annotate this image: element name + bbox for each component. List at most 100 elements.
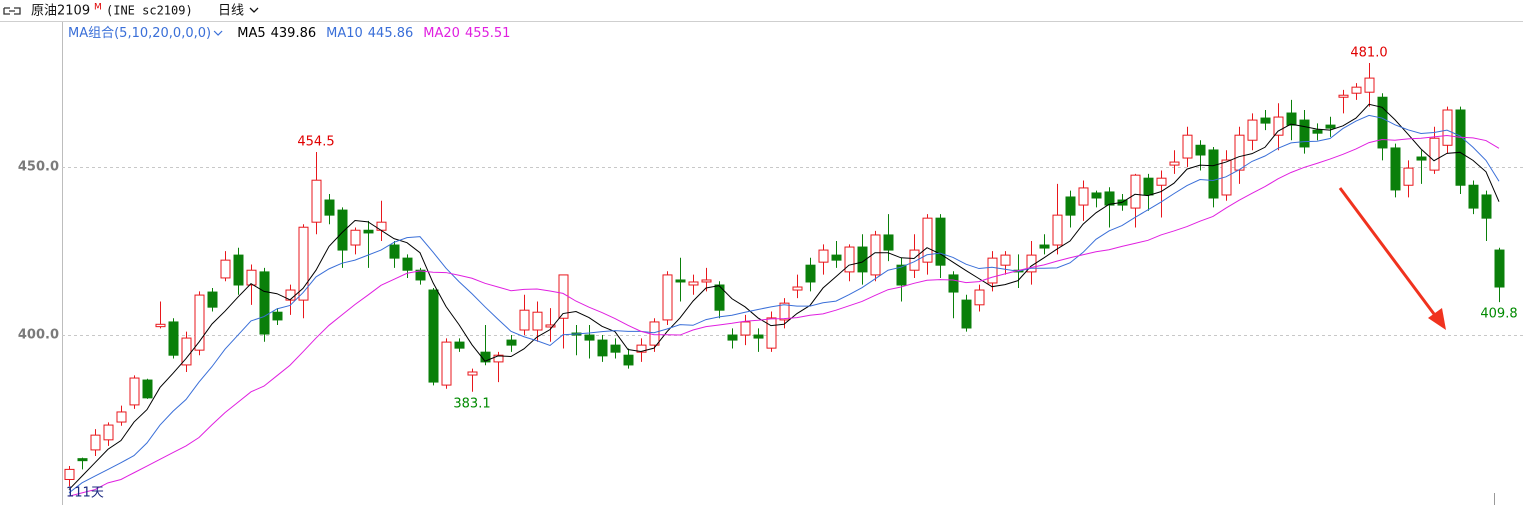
candle-body xyxy=(129,377,140,406)
candle-body xyxy=(519,309,530,331)
candle-body xyxy=(714,284,725,311)
candle-body xyxy=(753,334,764,339)
candle-body xyxy=(103,424,114,441)
candle-body xyxy=(1364,77,1375,93)
candle-body xyxy=(155,323,166,328)
candle-body xyxy=(454,341,465,349)
candle-body xyxy=(350,229,361,246)
ma-line xyxy=(68,114,1500,494)
candle-body xyxy=(428,289,439,383)
candle-body xyxy=(1312,129,1323,134)
link-icon[interactable] xyxy=(3,7,21,15)
candle-body xyxy=(116,411,127,423)
candle-body xyxy=(467,371,478,376)
candle-body xyxy=(987,257,998,284)
candle-body xyxy=(1130,174,1141,209)
candle-body xyxy=(220,259,231,279)
extreme-label: 409.8 xyxy=(1480,307,1517,322)
candle-body xyxy=(662,274,673,321)
candle-body xyxy=(532,311,543,331)
candle-body xyxy=(844,246,855,273)
extreme-label: 383.1 xyxy=(453,396,490,411)
candle-body xyxy=(896,264,907,286)
candle-body xyxy=(233,254,244,286)
candle-body xyxy=(1468,184,1479,209)
candle-body xyxy=(961,299,972,329)
extreme-label: 454.5 xyxy=(297,134,334,149)
range-label: 111天 xyxy=(66,486,104,501)
candle-body xyxy=(77,458,88,462)
candle-body xyxy=(1273,116,1284,136)
candle-body xyxy=(1195,144,1206,156)
candle-body xyxy=(1208,149,1219,199)
legend-name: MA5 xyxy=(237,26,265,41)
y-tick-label: 400.0 xyxy=(18,328,59,343)
candle-body xyxy=(727,334,738,341)
candle-body xyxy=(1429,137,1440,171)
candle-body xyxy=(1169,161,1180,166)
candle-body xyxy=(246,269,257,286)
candle-body xyxy=(142,379,153,399)
candle-body xyxy=(1091,192,1102,199)
candle-body xyxy=(1247,119,1258,141)
candle-body xyxy=(1377,96,1388,149)
legend-name: MA20 xyxy=(423,26,460,41)
candle-body xyxy=(584,334,595,341)
marks xyxy=(64,62,1505,497)
candle-body xyxy=(818,249,829,263)
indicator-caret[interactable] xyxy=(213,30,223,36)
candle-body xyxy=(1351,86,1362,94)
candle-body xyxy=(1325,124,1336,129)
candle-body xyxy=(1052,214,1063,246)
candle-body xyxy=(194,294,205,351)
period[interactable]: 日线 xyxy=(218,4,244,19)
candle-body xyxy=(493,354,504,363)
candle-body xyxy=(207,291,218,308)
candle-body xyxy=(168,321,179,356)
arrow-shaft xyxy=(1338,187,1439,319)
y-tick-label: 450.0 xyxy=(18,160,59,175)
indicator-label[interactable]: MA组合(5,10,20,0,0,0) xyxy=(68,26,211,41)
extreme-label: 481.0 xyxy=(1350,45,1387,60)
icon-shape xyxy=(3,7,21,15)
candle-body xyxy=(831,254,842,261)
candle-body xyxy=(597,339,608,357)
candle-body xyxy=(1481,194,1492,219)
candle-body xyxy=(1390,147,1401,191)
candle-body xyxy=(1338,94,1349,98)
legend-value: 455.51 xyxy=(465,26,511,41)
candle-body xyxy=(259,271,270,335)
candle-body xyxy=(948,274,959,293)
candle-body xyxy=(610,344,621,353)
candle-body xyxy=(883,234,894,251)
candle-body xyxy=(636,344,647,353)
candle-body xyxy=(688,281,699,286)
candle-body xyxy=(740,321,751,336)
candle-body xyxy=(1403,167,1414,186)
candle-body xyxy=(1494,249,1505,288)
ma-legend: MA组合(5,10,20,0,0,0) MA5 439.86 MA10 445.86 M… xyxy=(68,26,510,41)
candle-body xyxy=(272,311,283,321)
ma-line xyxy=(68,103,1500,490)
candle-body xyxy=(1260,117,1271,124)
candle-body xyxy=(363,229,374,234)
badge: M xyxy=(94,3,102,13)
candle-body xyxy=(1234,134,1245,171)
candle-body xyxy=(506,339,517,346)
candle-body xyxy=(441,341,452,386)
exchange: (INE sc2109) xyxy=(106,4,193,18)
candle-body xyxy=(311,179,322,223)
candle-body xyxy=(1455,109,1466,186)
candle-body xyxy=(64,468,75,480)
candle-body xyxy=(1299,119,1310,148)
candle-body xyxy=(779,302,790,321)
candle-body xyxy=(1156,177,1167,186)
candle-body xyxy=(90,434,101,451)
period-caret[interactable] xyxy=(249,7,259,13)
candle-body xyxy=(337,209,348,251)
candle-body xyxy=(935,217,946,266)
candle-body xyxy=(870,234,881,276)
trend-arrow xyxy=(1338,187,1446,330)
